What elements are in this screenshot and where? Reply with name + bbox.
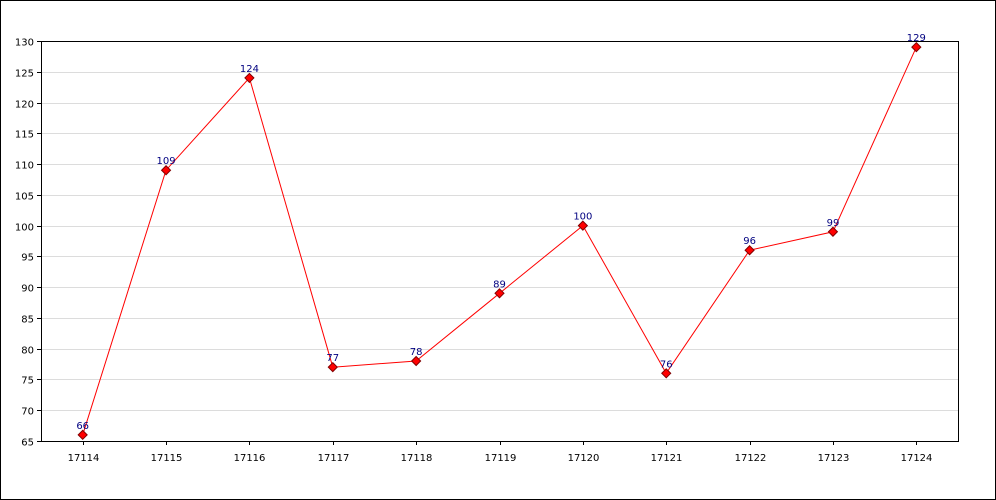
data-label: 76 <box>660 359 673 370</box>
y-tick-label: 120 <box>15 100 34 111</box>
data-label: 66 <box>76 421 89 432</box>
data-point <box>160 165 172 176</box>
data-label: 77 <box>326 353 339 364</box>
y-tick-label: 110 <box>15 161 34 172</box>
x-tick-label: 17119 <box>485 453 517 464</box>
data-point <box>494 288 505 299</box>
data-label: 100 <box>573 212 592 223</box>
x-tick-label: 17115 <box>151 453 183 464</box>
series <box>77 41 922 441</box>
y-tick-label: 125 <box>15 69 34 80</box>
data-labels: 66 109 124 77 78 89 100 76 96 99 129 <box>76 33 926 432</box>
y-tick-label: 95 <box>21 253 34 264</box>
x-tick-label: 17116 <box>234 453 266 464</box>
x-tick-label: 17121 <box>651 453 683 464</box>
x-axis: 17114 17115 17116 17117 17118 17119 17120 17121… <box>68 441 933 464</box>
data-point <box>827 226 839 237</box>
data-label: 129 <box>907 33 926 44</box>
series-line <box>82 46 917 435</box>
data-label: 96 <box>743 236 756 247</box>
y-axis: 65 70 75 80 85 90 95 100 105 110 115 120 125 130 <box>15 38 41 449</box>
y-tick-label: 65 <box>21 438 34 449</box>
y-tick-label: 90 <box>21 284 34 295</box>
plot-area <box>41 41 959 442</box>
x-tick-label: 17124 <box>901 453 933 464</box>
y-tick-label: 100 <box>15 223 34 234</box>
x-tick-label: 17117 <box>318 453 350 464</box>
x-tick-label: 17118 <box>401 453 433 464</box>
data-label: 78 <box>410 347 423 358</box>
y-tick-label: 70 <box>21 407 34 418</box>
y-tick-label: 85 <box>21 315 34 326</box>
data-point <box>661 368 672 379</box>
y-tick-label: 75 <box>21 376 34 387</box>
x-tick-label: 17123 <box>818 453 850 464</box>
x-tick-label: 17120 <box>568 453 600 464</box>
data-point <box>577 220 589 231</box>
data-point <box>244 72 255 84</box>
data-point <box>77 429 88 441</box>
y-tick-label: 130 <box>15 38 34 49</box>
data-point <box>744 245 755 256</box>
data-label: 99 <box>827 218 840 229</box>
data-label: 109 <box>156 156 175 167</box>
y-tick-label: 80 <box>21 346 34 357</box>
data-point <box>327 361 338 373</box>
data-label: 124 <box>240 64 259 75</box>
x-tick-label: 17122 <box>735 453 767 464</box>
data-point <box>911 41 922 53</box>
gridlines <box>41 72 958 411</box>
x-tick-label: 17114 <box>68 453 100 464</box>
y-tick-label: 115 <box>15 130 34 141</box>
y-tick-label: 105 <box>15 192 34 203</box>
data-label: 89 <box>493 279 506 290</box>
data-point <box>410 355 422 367</box>
